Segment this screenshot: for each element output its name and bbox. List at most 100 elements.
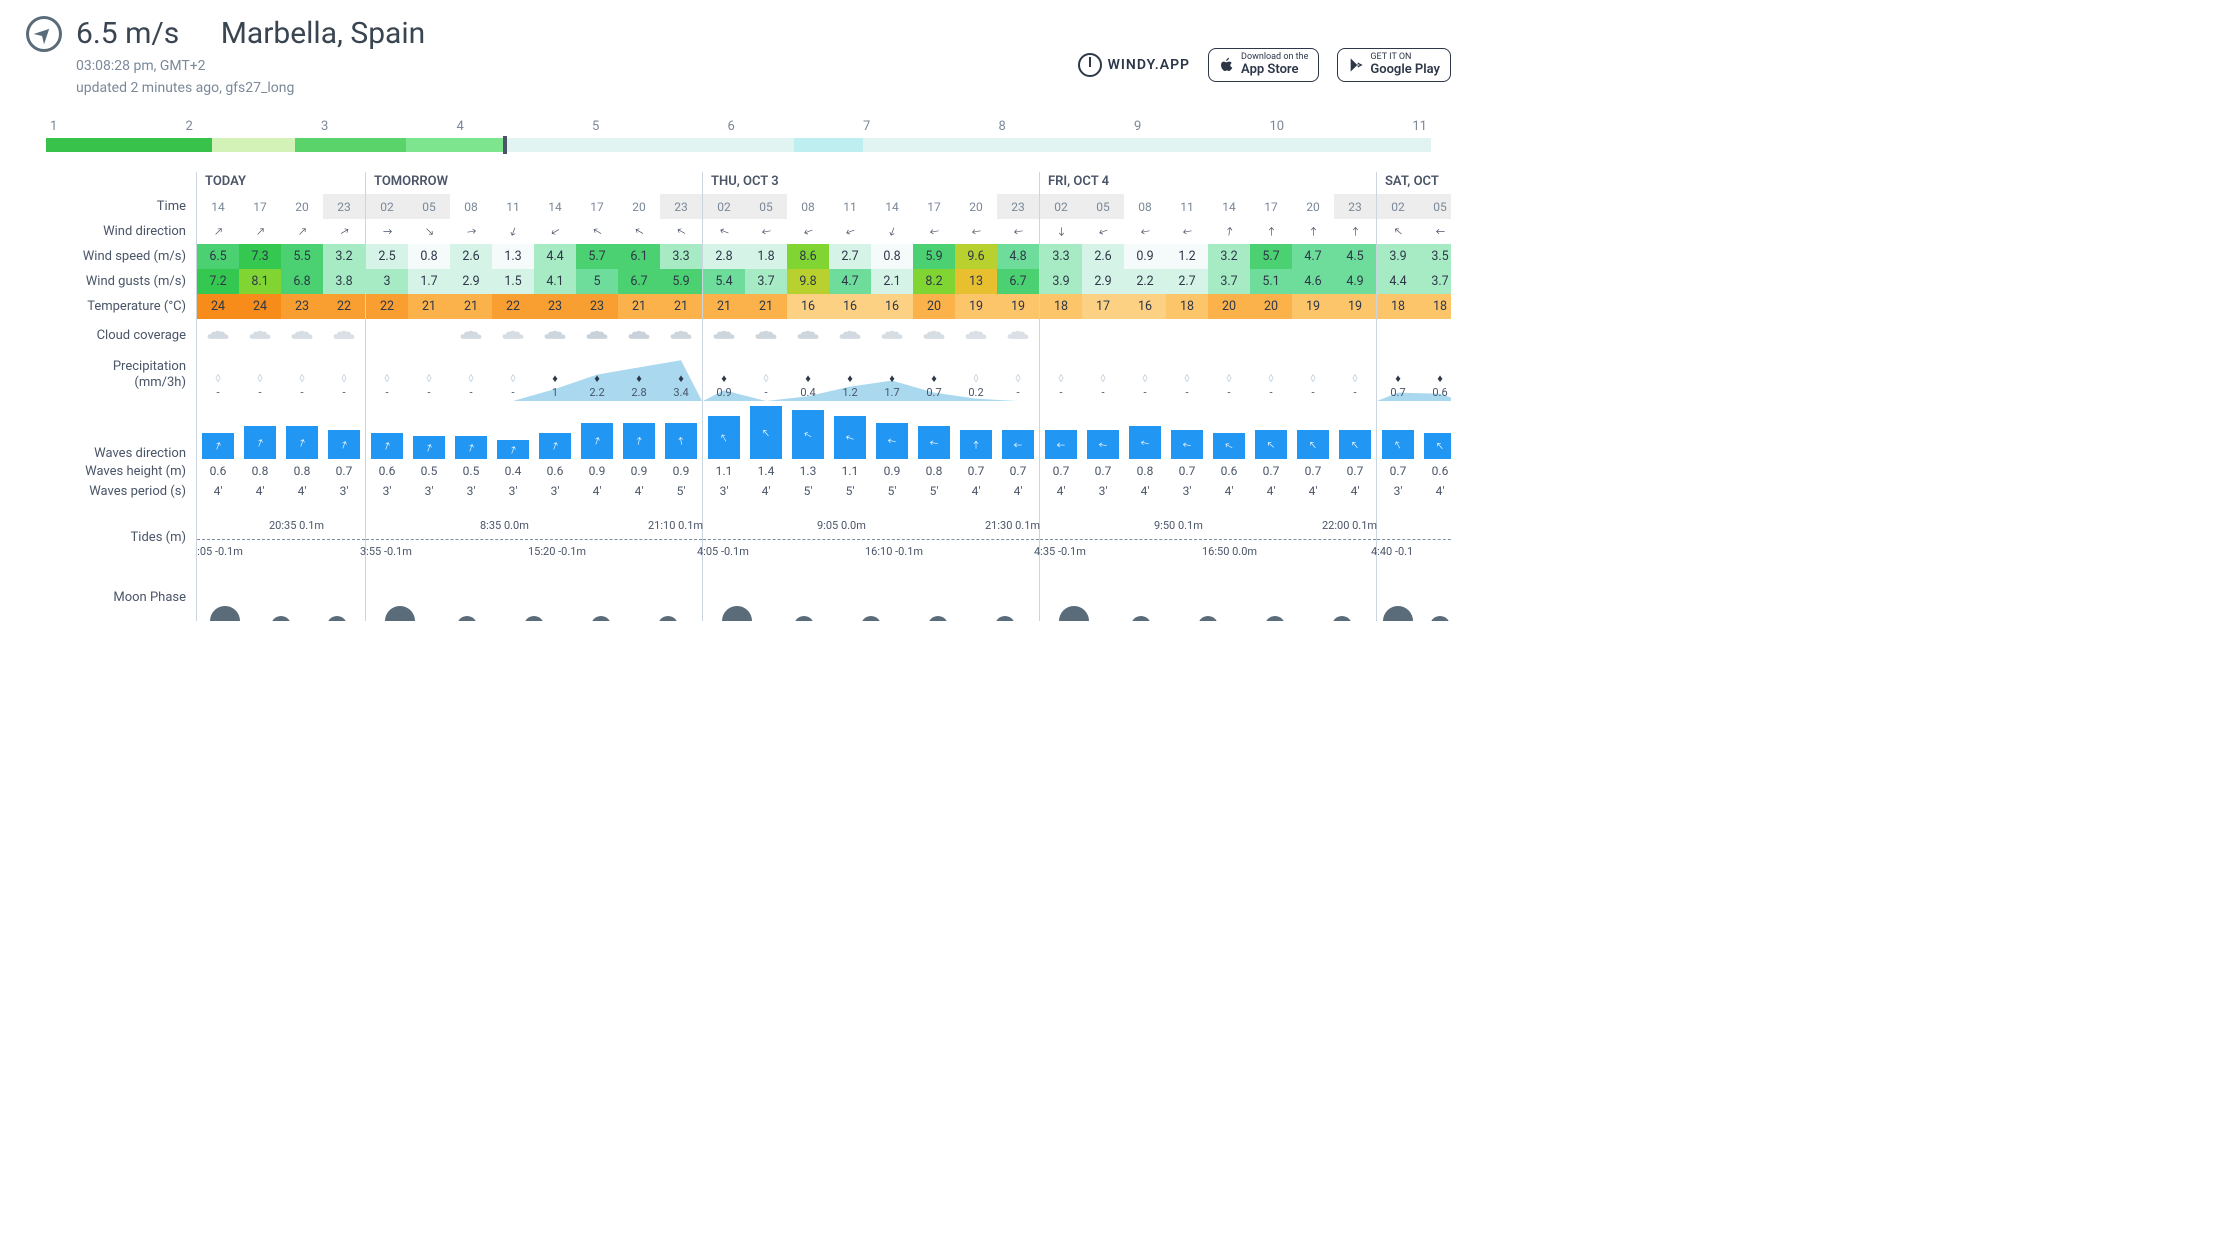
- timeline-day[interactable]: 4: [457, 119, 464, 134]
- hour-cell[interactable]: 08: [450, 194, 492, 219]
- hour-cell[interactable]: 20: [618, 194, 660, 219]
- precip-cell: ♦1: [534, 372, 576, 399]
- wave-cell: [1250, 430, 1292, 461]
- wind-dir-cell: [1082, 219, 1124, 244]
- hour-cell[interactable]: 20: [1292, 194, 1334, 219]
- wind-speed-cell: 2.7: [829, 244, 871, 269]
- timeline-day[interactable]: 5: [592, 119, 599, 134]
- cloud-cell: [366, 319, 408, 351]
- cloud-cell: [703, 319, 745, 351]
- cloud-cell: [323, 319, 365, 351]
- hour-cell[interactable]: 05: [745, 194, 787, 219]
- wind-speed-cell: 5.5: [281, 244, 323, 269]
- wind-dir-cell: [955, 219, 997, 244]
- precip-cell: ◊-: [366, 372, 408, 399]
- wave-cell: [197, 433, 239, 461]
- wave-height-cell: 0.4: [492, 461, 534, 481]
- temp-cell: 20: [1208, 294, 1250, 319]
- wave-height-cell: 0.7: [1166, 461, 1208, 481]
- wave-height-cell: 0.6: [197, 461, 239, 481]
- wind-dir-cell: [703, 219, 745, 244]
- timeline-day[interactable]: 11: [1412, 119, 1427, 134]
- wind-gust-cell: 4.9: [1334, 269, 1376, 294]
- hour-cell[interactable]: 23: [1334, 194, 1376, 219]
- wave-height-cell: 0.9: [576, 461, 618, 481]
- hour-cell[interactable]: 17: [913, 194, 955, 219]
- hour-cell[interactable]: 08: [1124, 194, 1166, 219]
- hour-cell[interactable]: 05: [1419, 194, 1451, 219]
- hour-cell[interactable]: 14: [1208, 194, 1250, 219]
- wind-dir-cell: [1040, 219, 1082, 244]
- apple-icon: [1219, 57, 1235, 73]
- hour-cell[interactable]: 20: [955, 194, 997, 219]
- hour-cell[interactable]: 14: [534, 194, 576, 219]
- wave-height-cell: 0.7: [955, 461, 997, 481]
- googleplay-badge[interactable]: GET IT ONGoogle Play: [1337, 48, 1451, 82]
- hour-cell[interactable]: 02: [703, 194, 745, 219]
- hour-cell[interactable]: 11: [492, 194, 534, 219]
- wave-period-cell: 4': [1292, 481, 1334, 501]
- hour-cell[interactable]: 23: [997, 194, 1039, 219]
- wave-height-cell: 0.8: [239, 461, 281, 481]
- timeline-day[interactable]: 9: [1134, 119, 1141, 134]
- temp-cell: 22: [366, 294, 408, 319]
- windy-logo[interactable]: WINDY.APP: [1078, 53, 1190, 77]
- wave-height-cell: 1.1: [829, 461, 871, 481]
- hour-cell[interactable]: 02: [366, 194, 408, 219]
- hour-cell[interactable]: 23: [323, 194, 365, 219]
- hour-cell[interactable]: 20: [281, 194, 323, 219]
- forecast-grid[interactable]: TODAY141720236.57.35.53.27.28.16.83.8242…: [196, 172, 1451, 621]
- wave-height-cell: 0.7: [1082, 461, 1124, 481]
- wind-speed-cell: 3.2: [1208, 244, 1250, 269]
- wind-gust-cell: 3.7: [745, 269, 787, 294]
- wind-dir-cell: [1208, 219, 1250, 244]
- temp-cell: 24: [197, 294, 239, 319]
- wind-dir-cell: [197, 219, 239, 244]
- cloud-cell: [1250, 319, 1292, 351]
- temp-cell: 20: [913, 294, 955, 319]
- timeline-day[interactable]: 8: [999, 119, 1006, 134]
- temp-cell: 18: [1419, 294, 1451, 319]
- hour-cell[interactable]: 17: [1250, 194, 1292, 219]
- wind-speed-cell: 4.8: [997, 244, 1039, 269]
- current-time: 03:08:28 pm, GMT+2: [76, 57, 425, 75]
- hour-cell[interactable]: 11: [829, 194, 871, 219]
- wind-dir-cell: [660, 219, 702, 244]
- hour-cell[interactable]: 14: [871, 194, 913, 219]
- day-header: FRI, OCT 4: [1040, 172, 1376, 194]
- hour-cell[interactable]: 02: [1377, 194, 1419, 219]
- hour-cell[interactable]: 23: [660, 194, 702, 219]
- hour-cell[interactable]: 17: [576, 194, 618, 219]
- day-timeline[interactable]: 1 2 3 4 5 6 7 8 9 10 11: [26, 119, 1451, 152]
- timeline-day[interactable]: 6: [728, 119, 735, 134]
- wave-height-cell: 1.3: [787, 461, 829, 481]
- wave-period-cell: 3': [450, 481, 492, 501]
- hour-cell[interactable]: 05: [1082, 194, 1124, 219]
- wave-period-cell: 4': [1419, 481, 1451, 501]
- tides-cell: 9:05 0.0m21:30 0.1m4:05 -0.1m16:10 -0.1m: [703, 501, 1039, 573]
- timeline-day[interactable]: 7: [863, 119, 870, 134]
- wave-cell: [1040, 430, 1082, 461]
- hour-cell[interactable]: 11: [1166, 194, 1208, 219]
- wind-gust-cell: 3.7: [1419, 269, 1451, 294]
- hour-cell[interactable]: 02: [1040, 194, 1082, 219]
- hour-cell[interactable]: 14: [197, 194, 239, 219]
- appstore-badge[interactable]: Download on theApp Store: [1208, 48, 1319, 82]
- cloud-cell: [745, 319, 787, 351]
- wind-gust-cell: 1.5: [492, 269, 534, 294]
- wave-height-cell: 0.8: [1124, 461, 1166, 481]
- day-column: TOMORROW02050811141720232.50.82.61.34.45…: [366, 172, 703, 621]
- hour-cell[interactable]: 08: [787, 194, 829, 219]
- wave-period-cell: 3': [1082, 481, 1124, 501]
- wave-period-cell: 3': [703, 481, 745, 501]
- hour-cell[interactable]: 05: [408, 194, 450, 219]
- wave-height-cell: 0.8: [281, 461, 323, 481]
- timeline-day[interactable]: 3: [321, 119, 328, 134]
- timeline-day[interactable]: 2: [186, 119, 193, 134]
- wave-period-cell: 3': [534, 481, 576, 501]
- cloud-cell: [829, 319, 871, 351]
- timeline-day[interactable]: 10: [1270, 119, 1285, 134]
- hour-cell[interactable]: 17: [239, 194, 281, 219]
- temp-cell: 22: [323, 294, 365, 319]
- timeline-day[interactable]: 1: [50, 119, 57, 134]
